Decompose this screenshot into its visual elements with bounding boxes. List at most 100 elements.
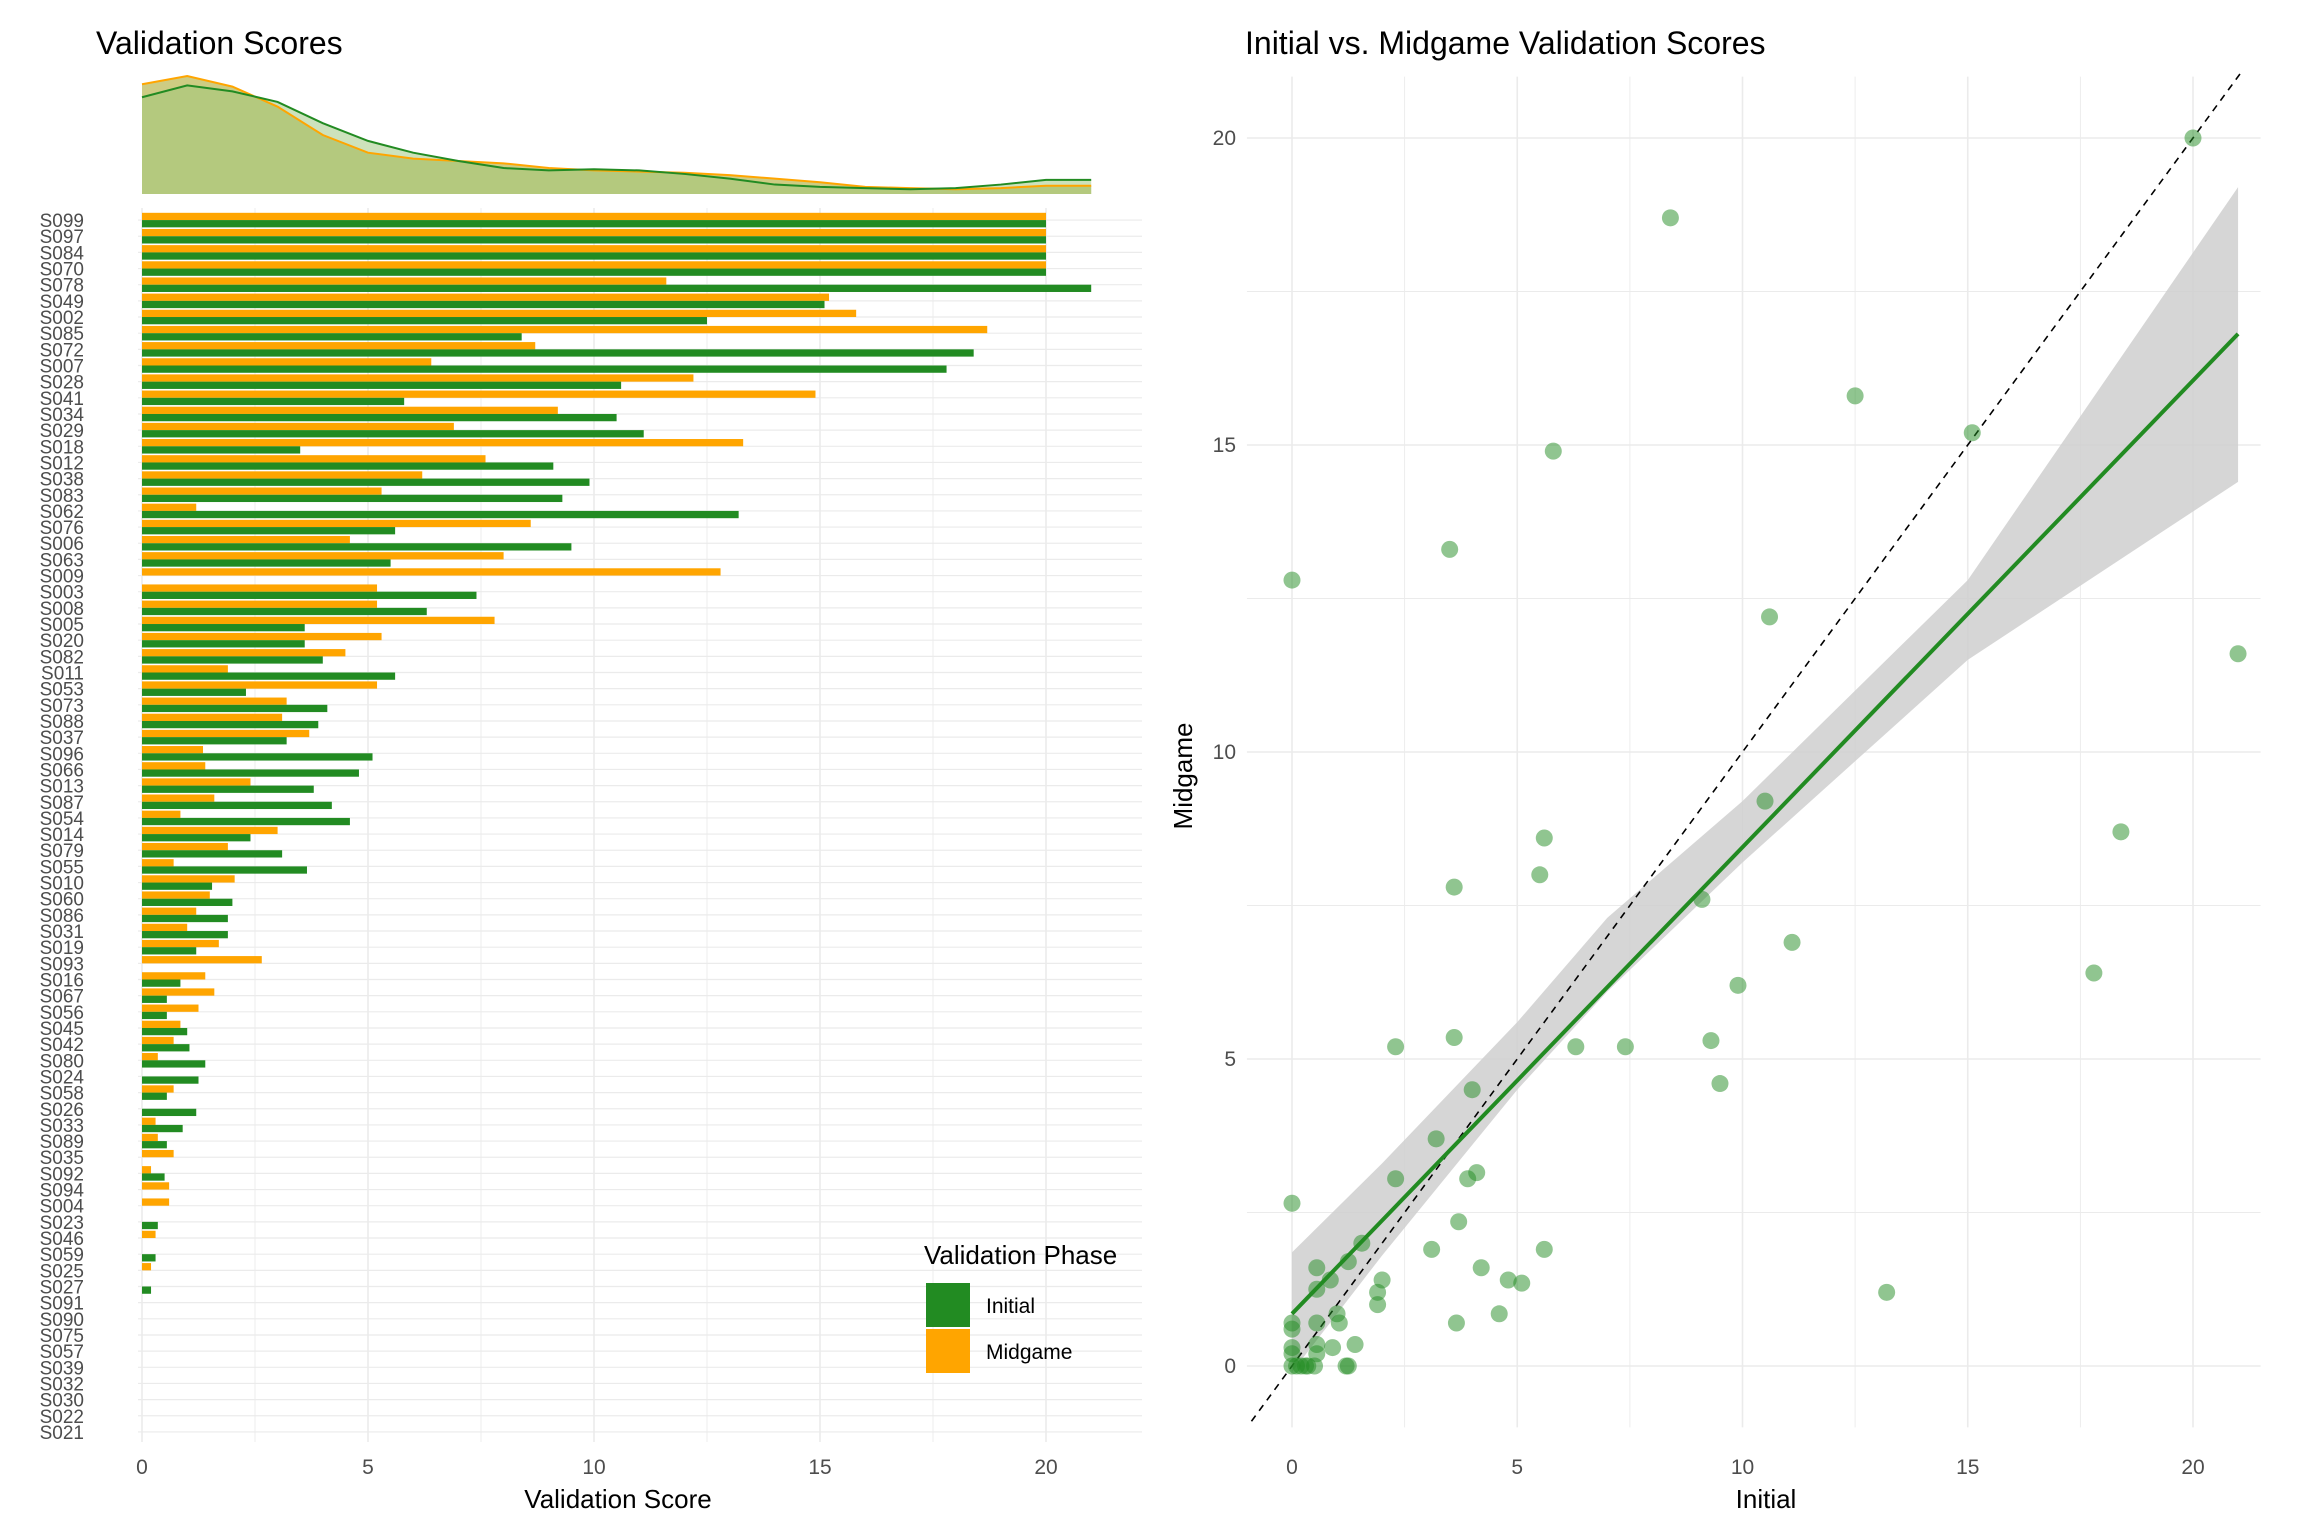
point-22 (1445, 878, 1463, 896)
bar-midgame-S062 (142, 503, 197, 511)
bar-initial-S084 (142, 252, 1046, 260)
sample-label-S023: S023 (40, 1213, 84, 1234)
bar-midgame-S035 (142, 1149, 174, 1158)
bar-midgame-S080 (142, 1053, 158, 1061)
point-5 (2112, 823, 2130, 841)
sample-label-S067: S067 (40, 987, 84, 1008)
bar-initial-S007 (142, 365, 947, 373)
point-6 (2085, 964, 2103, 982)
bar-midgame-S010 (142, 875, 235, 883)
sample-label-S032: S032 (40, 1374, 84, 1395)
sample-label-S087: S087 (40, 793, 84, 814)
right-x-tick-labels: 0 5 10 15 20 (1286, 1456, 2205, 1479)
sample-label-S076: S076 (40, 518, 84, 539)
bar-initial-S088 (142, 720, 319, 729)
right-chart-title: Initial vs. Midgame Validation Scores (1245, 25, 1766, 61)
bar-initial-S063 (142, 559, 391, 567)
left-x-axis-label: Validation Score (524, 1484, 711, 1514)
sample-label-S034: S034 (40, 405, 85, 426)
point-2 (1963, 424, 1981, 442)
bar-initial-S054 (142, 817, 350, 826)
bar-initial-S059 (142, 1254, 156, 1262)
point-18 (1531, 866, 1549, 884)
x-tick-0: 0 (1286, 1456, 1298, 1479)
bar-midgame-S079 (142, 842, 228, 851)
bar-midgame-S042 (142, 1036, 174, 1045)
sample-label-S062: S062 (40, 502, 84, 523)
bar-midgame-S073 (142, 697, 287, 705)
bar-initial-S099 (142, 220, 1046, 228)
bar-midgame-S034 (142, 406, 558, 414)
bar-initial-S060 (142, 898, 233, 906)
sample-label-S018: S018 (40, 437, 84, 458)
bar-initial-S049 (142, 300, 825, 309)
point-64 (1283, 1194, 1301, 1212)
bar-initial-S026 (142, 1108, 197, 1117)
point-15 (1878, 1283, 1896, 1301)
bar-midgame-S078 (142, 277, 667, 285)
bar-initial-S019 (142, 947, 197, 955)
bar-midgame-S083 (142, 487, 382, 495)
point-34 (1499, 1271, 1517, 1289)
sample-label-S086: S086 (40, 906, 84, 927)
bar-initial-S013 (142, 785, 314, 793)
bar-initial-S034 (142, 413, 617, 422)
bar-midgame-S054 (142, 810, 181, 818)
sample-label-S002: S002 (40, 308, 84, 329)
bar-initial-S056 (142, 1011, 167, 1020)
sample-label-S092: S092 (40, 1164, 84, 1185)
x-tick-15: 15 (808, 1456, 831, 1479)
point-0 (2184, 129, 2202, 147)
point-63 (1283, 1314, 1301, 1332)
legend-key-midgame (926, 1329, 970, 1373)
bar-marks (142, 212, 1092, 1294)
left-x-tick-labels: 0 5 10 15 20 (136, 1456, 1058, 1479)
bar-midgame-S087 (142, 794, 215, 802)
point-10 (1783, 933, 1801, 951)
bar-midgame-S014 (142, 826, 278, 835)
bar-initial-S076 (142, 527, 396, 535)
bar-initial-S073 (142, 704, 328, 713)
sample-label-S094: S094 (40, 1181, 85, 1202)
sample-label-S088: S088 (40, 712, 84, 733)
sample-label-S085: S085 (40, 324, 84, 345)
point-30 (1450, 1213, 1468, 1231)
x-tick-0: 0 (136, 1456, 148, 1479)
confidence-band-area (1292, 187, 2239, 1373)
point-54 (1339, 1357, 1357, 1375)
bar-midgame-S045 (142, 1020, 181, 1028)
bar-midgame-S094 (142, 1182, 170, 1190)
x-tick-20: 20 (2181, 1456, 2204, 1479)
point-48 (1308, 1314, 1326, 1332)
bar-midgame-S002 (142, 309, 857, 318)
bar-midgame-S066 (142, 762, 206, 770)
bar-midgame-S086 (142, 907, 197, 915)
bar-initial-S086 (142, 914, 228, 923)
point-19 (1283, 571, 1301, 589)
bar-midgame-S005 (142, 616, 495, 625)
bar-midgame-S007 (142, 358, 432, 366)
sample-label-S096: S096 (40, 744, 84, 765)
bar-initial-S024 (142, 1076, 199, 1084)
bar-midgame-S011 (142, 665, 228, 673)
sample-label-S083: S083 (40, 486, 84, 507)
x-tick-5: 5 (1511, 1456, 1523, 1479)
y-tick-5: 5 (1224, 1048, 1236, 1071)
bar-midgame-S025 (142, 1263, 152, 1271)
bar-initial-S028 (142, 381, 622, 389)
left-chart-title: Validation Scores (96, 25, 343, 61)
bar-midgame-S076 (142, 519, 531, 528)
point-17 (1711, 1075, 1729, 1093)
bar-initial-S012 (142, 462, 554, 470)
bar-midgame-S055 (142, 859, 174, 867)
bar-initial-S041 (142, 397, 405, 406)
bar-midgame-S084 (142, 245, 1046, 253)
bar-initial-S003 (142, 591, 477, 599)
sample-label-S005: S005 (40, 615, 84, 636)
scatter-points (1283, 129, 2247, 1375)
bar-midgame-S031 (142, 923, 188, 932)
point-21 (1567, 1038, 1585, 1056)
point-40 (1369, 1296, 1387, 1314)
point-36 (1490, 1305, 1508, 1323)
sample-label-S099: S099 (40, 211, 84, 232)
